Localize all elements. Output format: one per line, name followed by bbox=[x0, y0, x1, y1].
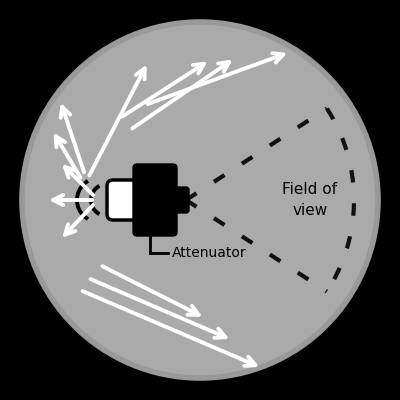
Text: Field of
view: Field of view bbox=[282, 182, 338, 218]
FancyBboxPatch shape bbox=[133, 164, 177, 236]
FancyBboxPatch shape bbox=[107, 180, 147, 220]
Text: Attenuator: Attenuator bbox=[172, 246, 247, 260]
FancyBboxPatch shape bbox=[169, 187, 189, 213]
Circle shape bbox=[22, 22, 378, 378]
